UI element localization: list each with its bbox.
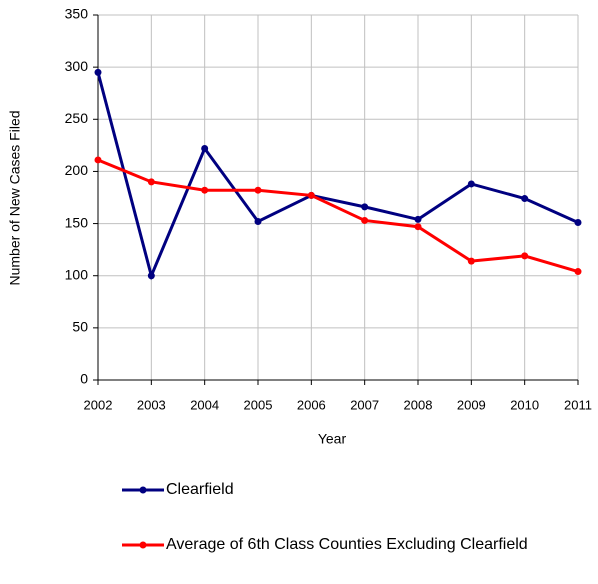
y-tick-label: 100 — [65, 266, 89, 282]
data-point — [94, 68, 102, 76]
data-point — [574, 268, 582, 276]
data-point — [201, 186, 209, 194]
x-tick-label: 2009 — [457, 397, 486, 412]
x-axis-title: Year — [318, 431, 347, 447]
x-tick-label: 2010 — [510, 397, 539, 412]
x-tick-label: 2004 — [190, 397, 219, 412]
y-tick-label: 300 — [65, 58, 89, 74]
x-tick-label: 2008 — [404, 397, 433, 412]
data-point — [201, 144, 209, 152]
data-point — [414, 215, 422, 223]
x-tick-label: 2002 — [84, 397, 113, 412]
y-tick-label: 50 — [72, 319, 88, 335]
y-tick-label: 350 — [65, 6, 89, 22]
legend-label: Clearfield — [166, 481, 234, 498]
legend-swatch — [122, 541, 164, 549]
legend-label: Average of 6th Class Counties Excluding … — [166, 536, 528, 553]
data-point — [94, 156, 102, 164]
legend-swatch — [122, 486, 164, 494]
legend-item: Clearfield — [120, 480, 560, 500]
x-tick-label: 2005 — [244, 397, 273, 412]
data-point — [521, 252, 529, 260]
x-tick-label: 2011 — [564, 397, 592, 412]
data-point — [361, 216, 369, 224]
x-tick-label: 2003 — [137, 397, 166, 412]
data-point — [307, 191, 315, 199]
data-point — [147, 178, 155, 186]
y-tick-label: 250 — [65, 110, 89, 126]
x-tick-label: 2006 — [297, 397, 326, 412]
data-point — [254, 217, 262, 225]
x-tick-label: 2007 — [350, 397, 379, 412]
legend-item: Average of 6th Class Counties Excluding … — [120, 535, 560, 555]
chart: Year Number of New Cases Filed 0 50 100 150… — [7, 6, 592, 447]
data-point — [414, 223, 422, 231]
data-point — [521, 195, 529, 203]
legend-marker — [139, 486, 147, 494]
legend-marker — [139, 541, 147, 549]
series-line — [96, 71, 579, 281]
y-tick-label: 200 — [65, 162, 89, 178]
data-point — [254, 186, 262, 194]
data-point — [467, 180, 475, 188]
data-point — [467, 257, 475, 265]
y-axis-title: Number of New Cases Filed — [7, 110, 23, 285]
data-point — [574, 219, 582, 227]
series-line — [97, 158, 579, 273]
data-point — [361, 203, 369, 211]
data-point — [147, 272, 155, 280]
y-tick-label: 150 — [65, 214, 89, 230]
y-tick-label: 0 — [80, 371, 88, 387]
